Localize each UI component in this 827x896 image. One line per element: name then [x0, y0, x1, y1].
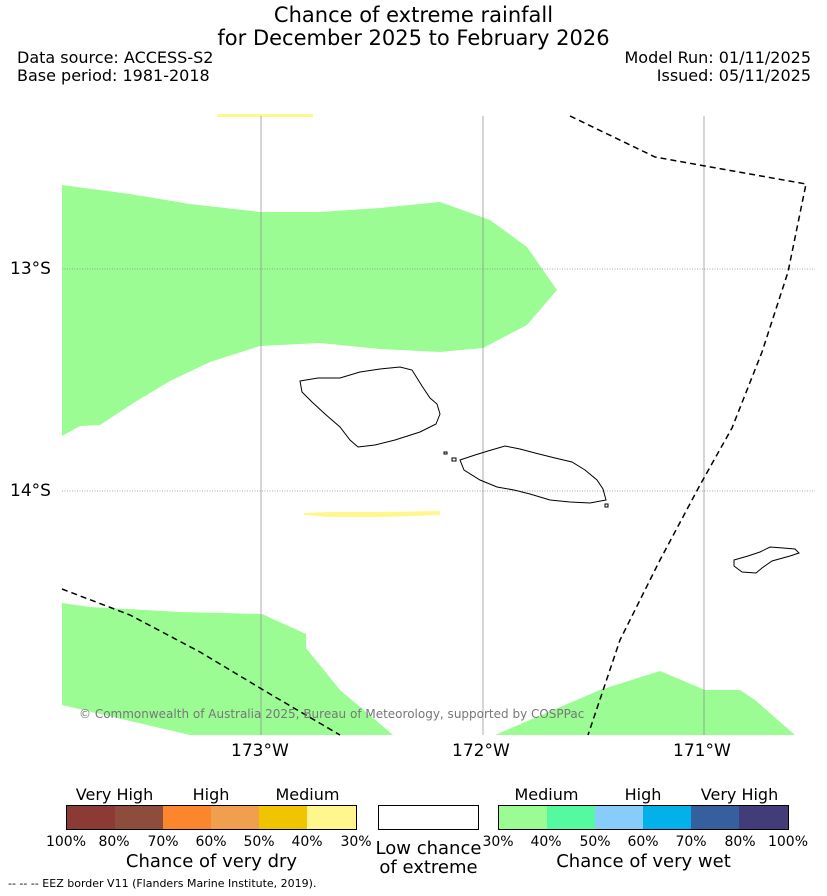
wet-swatch-6 — [739, 806, 788, 829]
island-upolu — [459, 445, 607, 504]
map-title-line2: for December 2025 to February 2026 — [217, 26, 610, 50]
dry-category-very-high: Very High — [75, 785, 154, 804]
dry-swatch-6 — [307, 806, 356, 829]
data-source: Data source: ACCESS-S2 — [17, 48, 214, 67]
dry-tick-60: 60% — [195, 834, 227, 850]
low-chance-label-line2: of extreme — [379, 857, 478, 878]
island-tutuila — [733, 546, 800, 574]
wet-swatch-4 — [643, 806, 692, 829]
island-apolima — [443, 451, 448, 455]
wet-category-high: High — [624, 785, 662, 804]
wet-area-north — [62, 185, 557, 436]
issued-date: Issued: 05/11/2025 — [656, 66, 811, 85]
eez-border — [61, 115, 807, 736]
island-manono — [451, 457, 457, 462]
lat-label-14s: 14°S — [10, 481, 51, 501]
dry-area-north — [217, 114, 313, 117]
dry-swatch-3 — [163, 806, 212, 829]
dry-area-south — [304, 511, 440, 517]
wet-tick-40: 40% — [530, 834, 562, 850]
base-period: Base period: 1981-2018 — [17, 66, 210, 85]
wet-colorbar — [498, 805, 789, 830]
lat-label-13s: 13°S — [10, 259, 51, 279]
lon-label-173w: 173°W — [231, 741, 289, 761]
wet-tick-30: 30% — [482, 834, 514, 850]
wet-tick-80: 80% — [724, 834, 756, 850]
map-panel: © Commonwealth of Australia 2025, Bureau… — [61, 114, 815, 736]
map-title-line1: Chance of extreme rainfall — [273, 3, 554, 27]
dry-tick-40: 40% — [291, 834, 323, 850]
low-chance-swatch — [378, 805, 479, 830]
eez-footnote: -- -- -- EEZ border V11 (Flanders Marine… — [8, 877, 317, 890]
lon-label-171w: 171°W — [673, 741, 731, 761]
wet-tick-70: 70% — [675, 834, 707, 850]
model-run: Model Run: 01/11/2025 — [624, 48, 812, 67]
island-islet-east — [604, 503, 609, 508]
dry-category-medium: Medium — [275, 785, 340, 804]
grid-lines — [62, 116, 815, 735]
wet-swatch-1 — [499, 806, 548, 829]
dry-colorbar — [66, 805, 357, 830]
dry-tick-100: 100% — [45, 834, 87, 850]
dry-tick-70: 70% — [147, 834, 179, 850]
wet-tick-50: 50% — [579, 834, 611, 850]
wet-swatch-5 — [691, 806, 740, 829]
wet-swatch-2 — [547, 806, 596, 829]
copyright-notice: © Commonwealth of Australia 2025, Bureau… — [79, 707, 584, 721]
wet-tick-100: 100% — [767, 834, 809, 850]
lon-label-172w: 172°W — [452, 741, 510, 761]
wet-swatch-3 — [595, 806, 644, 829]
dry-tick-80: 80% — [98, 834, 130, 850]
wet-category-medium: Medium — [514, 785, 579, 804]
wet-category-very-high: Very High — [700, 785, 779, 804]
wet-legend-title: Chance of very wet — [556, 851, 731, 872]
low-chance-label-line1: Low chance — [375, 838, 482, 859]
island-savaii — [299, 366, 441, 448]
dry-legend-title: Chance of very dry — [125, 851, 298, 872]
dry-category-high: High — [192, 785, 230, 804]
dry-swatch-2 — [115, 806, 164, 829]
dry-swatch-4 — [211, 806, 260, 829]
dry-tick-30: 30% — [340, 834, 372, 850]
dry-swatch-1 — [67, 806, 116, 829]
dry-tick-50: 50% — [243, 834, 275, 850]
wet-area-southeast — [495, 671, 795, 735]
wet-tick-60: 60% — [627, 834, 659, 850]
dry-swatch-5 — [259, 806, 308, 829]
